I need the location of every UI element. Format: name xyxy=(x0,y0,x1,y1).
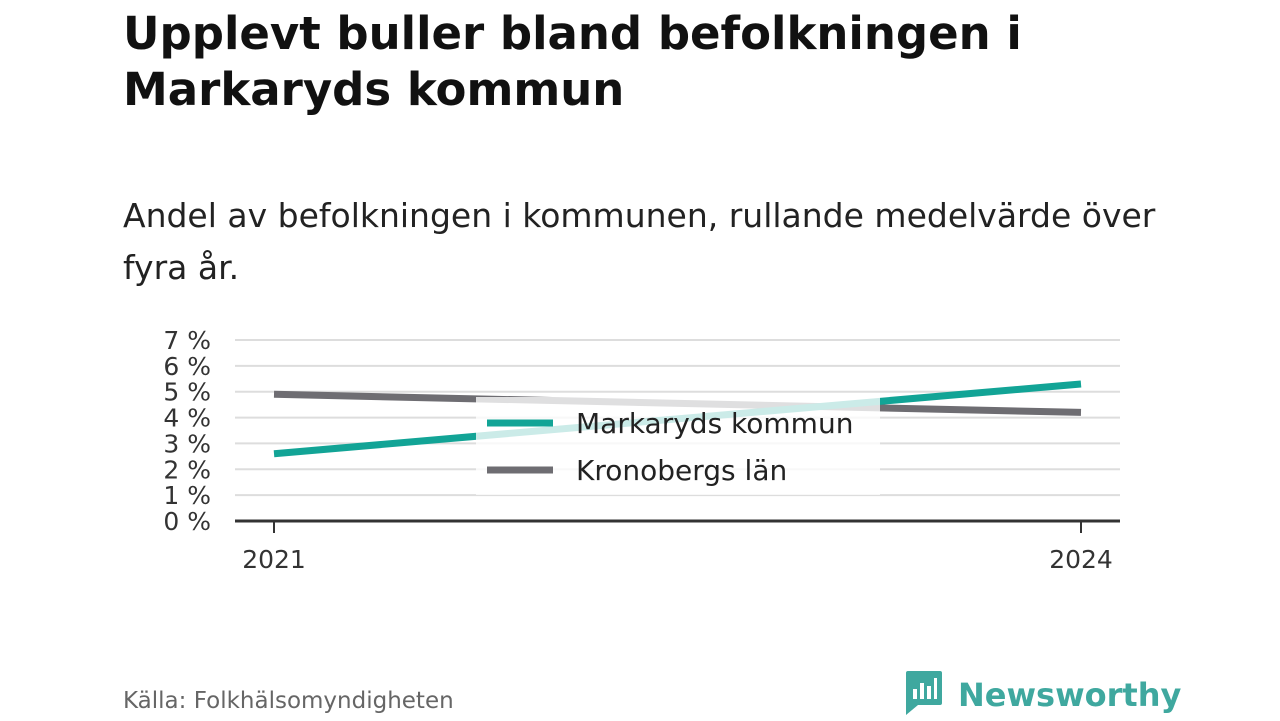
y-tick-label: 2 % xyxy=(163,455,211,484)
newsworthy-logo-icon xyxy=(902,669,944,721)
y-tick-label: 7 % xyxy=(163,326,211,355)
source-note: Källa: Folkhälsomyndigheten xyxy=(123,688,454,714)
y-tick-label: 3 % xyxy=(163,429,211,458)
x-axis: 2021 2024 xyxy=(235,519,1120,574)
y-tick-label: 1 % xyxy=(163,481,211,510)
x-tick-label: 2024 xyxy=(1049,545,1113,574)
brand-name: Newsworthy xyxy=(958,676,1182,714)
chart-title: Upplevt buller bland befolkningen i Mark… xyxy=(123,7,1022,116)
legend-label: Markaryds kommun xyxy=(576,407,853,440)
x-tick-label: 2021 xyxy=(242,545,306,574)
y-axis-ticks: 0 %1 %2 %3 %4 %5 %6 %7 % xyxy=(163,326,211,536)
legend: Markaryds kommun Kronobergs län xyxy=(476,397,880,495)
y-tick-label: 0 % xyxy=(163,507,211,536)
legend-label: Kronobergs län xyxy=(576,454,787,487)
legend-box xyxy=(476,397,880,495)
y-tick-label: 6 % xyxy=(163,352,211,381)
chart-subtitle: Andel av befolkningen i kommunen, rullan… xyxy=(123,196,1156,287)
y-tick-label: 5 % xyxy=(163,378,211,407)
brand-logo: Newsworthy xyxy=(902,670,1181,720)
y-tick-label: 4 % xyxy=(163,404,211,433)
